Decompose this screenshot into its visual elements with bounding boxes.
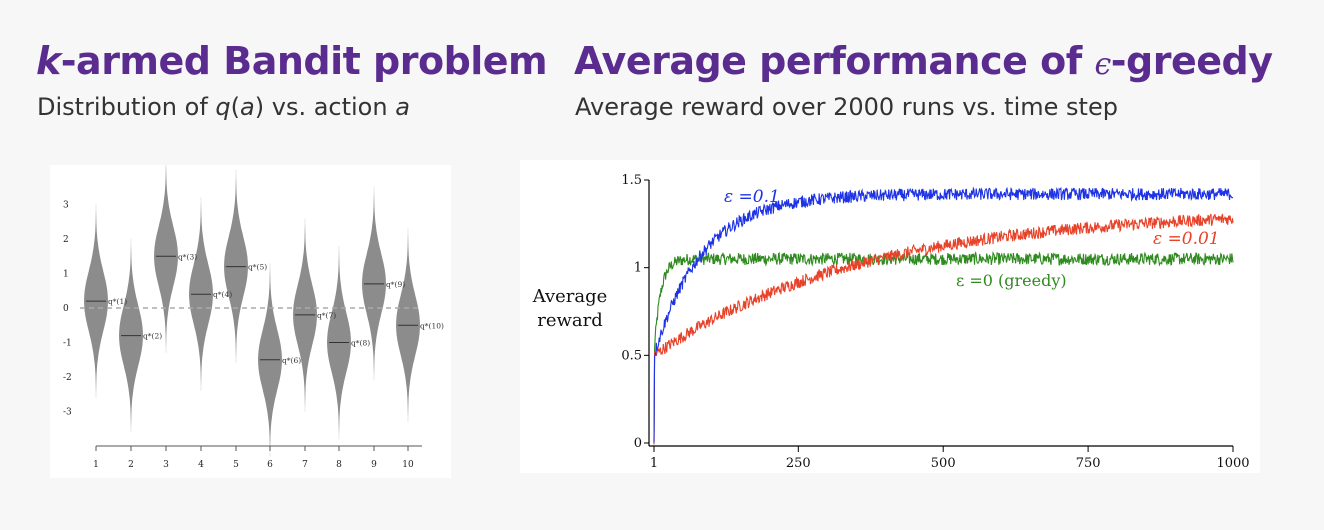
mean-label-4: q*(4) xyxy=(213,290,232,299)
x-tick-label-8: 8 xyxy=(336,460,342,470)
x-tick-label-250: 250 xyxy=(786,456,811,471)
x-tick-label-7: 7 xyxy=(302,460,308,470)
y-tick-label-1: 1 xyxy=(634,261,642,276)
x-tick-label-6: 6 xyxy=(267,460,273,470)
y-tick-label-2: 2 xyxy=(63,235,69,245)
y-tick-label-3: 3 xyxy=(63,201,69,211)
y-tick-label-1: 1 xyxy=(63,270,69,280)
left-slide-title: k-armed Bandit problem xyxy=(36,36,548,86)
x-tick-label-3: 3 xyxy=(163,460,169,470)
x-tick-label-5: 5 xyxy=(233,460,239,470)
violin-3 xyxy=(154,159,178,353)
sub-a: a xyxy=(240,93,255,121)
x-tick-label-10: 10 xyxy=(402,460,414,470)
y-tick-label-0: 0 xyxy=(634,436,642,451)
x-tick-label-2: 2 xyxy=(128,460,134,470)
series-line-2 xyxy=(653,250,1234,442)
sub-a2: a xyxy=(395,93,410,121)
series-label-eps-0.1: ε =0.1 xyxy=(724,187,780,207)
mean-label-5: q*(5) xyxy=(248,263,267,272)
title-post: -greedy xyxy=(1110,39,1273,83)
x-tick-label-1000: 1000 xyxy=(1216,456,1249,471)
mean-label-3: q*(3) xyxy=(178,252,197,261)
mean-label-2: q*(2) xyxy=(143,332,162,341)
series-line-1 xyxy=(653,213,1234,445)
right-subtitle: Average reward over 2000 runs vs. time s… xyxy=(575,93,1118,121)
sub-close: ) xyxy=(254,93,265,121)
sub-open: ( xyxy=(230,93,241,121)
series-label-eps-0: ε =0 (greedy) xyxy=(956,271,1067,290)
x-tick-label-750: 750 xyxy=(1076,456,1101,471)
line-chart: 0 0.5 1 1.5 1 250 500 750 1000 Average reward ε =0.… xyxy=(532,173,1250,471)
y-tick-label-0.5: 0.5 xyxy=(621,348,642,363)
mean-label-6: q*(6) xyxy=(282,356,301,365)
x-tick-label-4: 4 xyxy=(198,460,204,470)
left-subtitle: Distribution of q(a) vs. action a xyxy=(37,92,410,122)
sub-mid: vs. action xyxy=(264,93,396,121)
y-tick-label--3: -3 xyxy=(63,408,72,418)
y-tick-label--2: -2 xyxy=(63,373,72,383)
sub-q: q xyxy=(215,93,231,121)
series-line-0 xyxy=(653,186,1234,443)
mean-label-10: q*(10) xyxy=(420,321,444,330)
right-slide-title: Average performance of ϵ-greedy xyxy=(574,36,1273,90)
line-chart-panel: 0 0.5 1 1.5 1 250 500 750 1000 Average reward ε =0.… xyxy=(520,160,1260,473)
y-tick-label-0: 0 xyxy=(63,304,69,314)
y-tick-label--1: -1 xyxy=(63,339,72,349)
y-tick-label-1.5: 1.5 xyxy=(621,173,642,188)
mean-label-1: q*(1) xyxy=(108,297,127,306)
mean-label-9: q*(9) xyxy=(386,280,405,289)
violin-chart: 3210-1-2-3q*(1)q*(2)q*(3)q*(4)q*(5)q*(6)… xyxy=(63,159,444,470)
x-tick-label-1: 1 xyxy=(650,456,658,471)
title-pre: Average performance of xyxy=(574,39,1095,83)
x-tick-label-9: 9 xyxy=(371,460,377,470)
sub-text: Distribution of xyxy=(37,93,216,121)
x-tick-label-500: 500 xyxy=(931,456,956,471)
title-epsilon: ϵ xyxy=(1094,47,1111,82)
y-axis-label-line2: reward xyxy=(537,310,603,331)
y-axis-label-line1: Average xyxy=(532,286,608,307)
series-label-eps-0.01: ε =0.01 xyxy=(1153,229,1220,249)
violin-chart-panel: 3 2 1 0 -1 -2 -3 q*(1) q*(2) q*(3) q*(4) q*(5) q*(6)… xyxy=(50,159,451,478)
mean-label-7: q*(7) xyxy=(317,311,336,320)
title-k: k xyxy=(36,39,61,83)
x-tick-label-1: 1 xyxy=(93,460,99,470)
mean-label-8: q*(8) xyxy=(351,339,370,348)
title-rest: -armed Bandit problem xyxy=(60,39,548,83)
